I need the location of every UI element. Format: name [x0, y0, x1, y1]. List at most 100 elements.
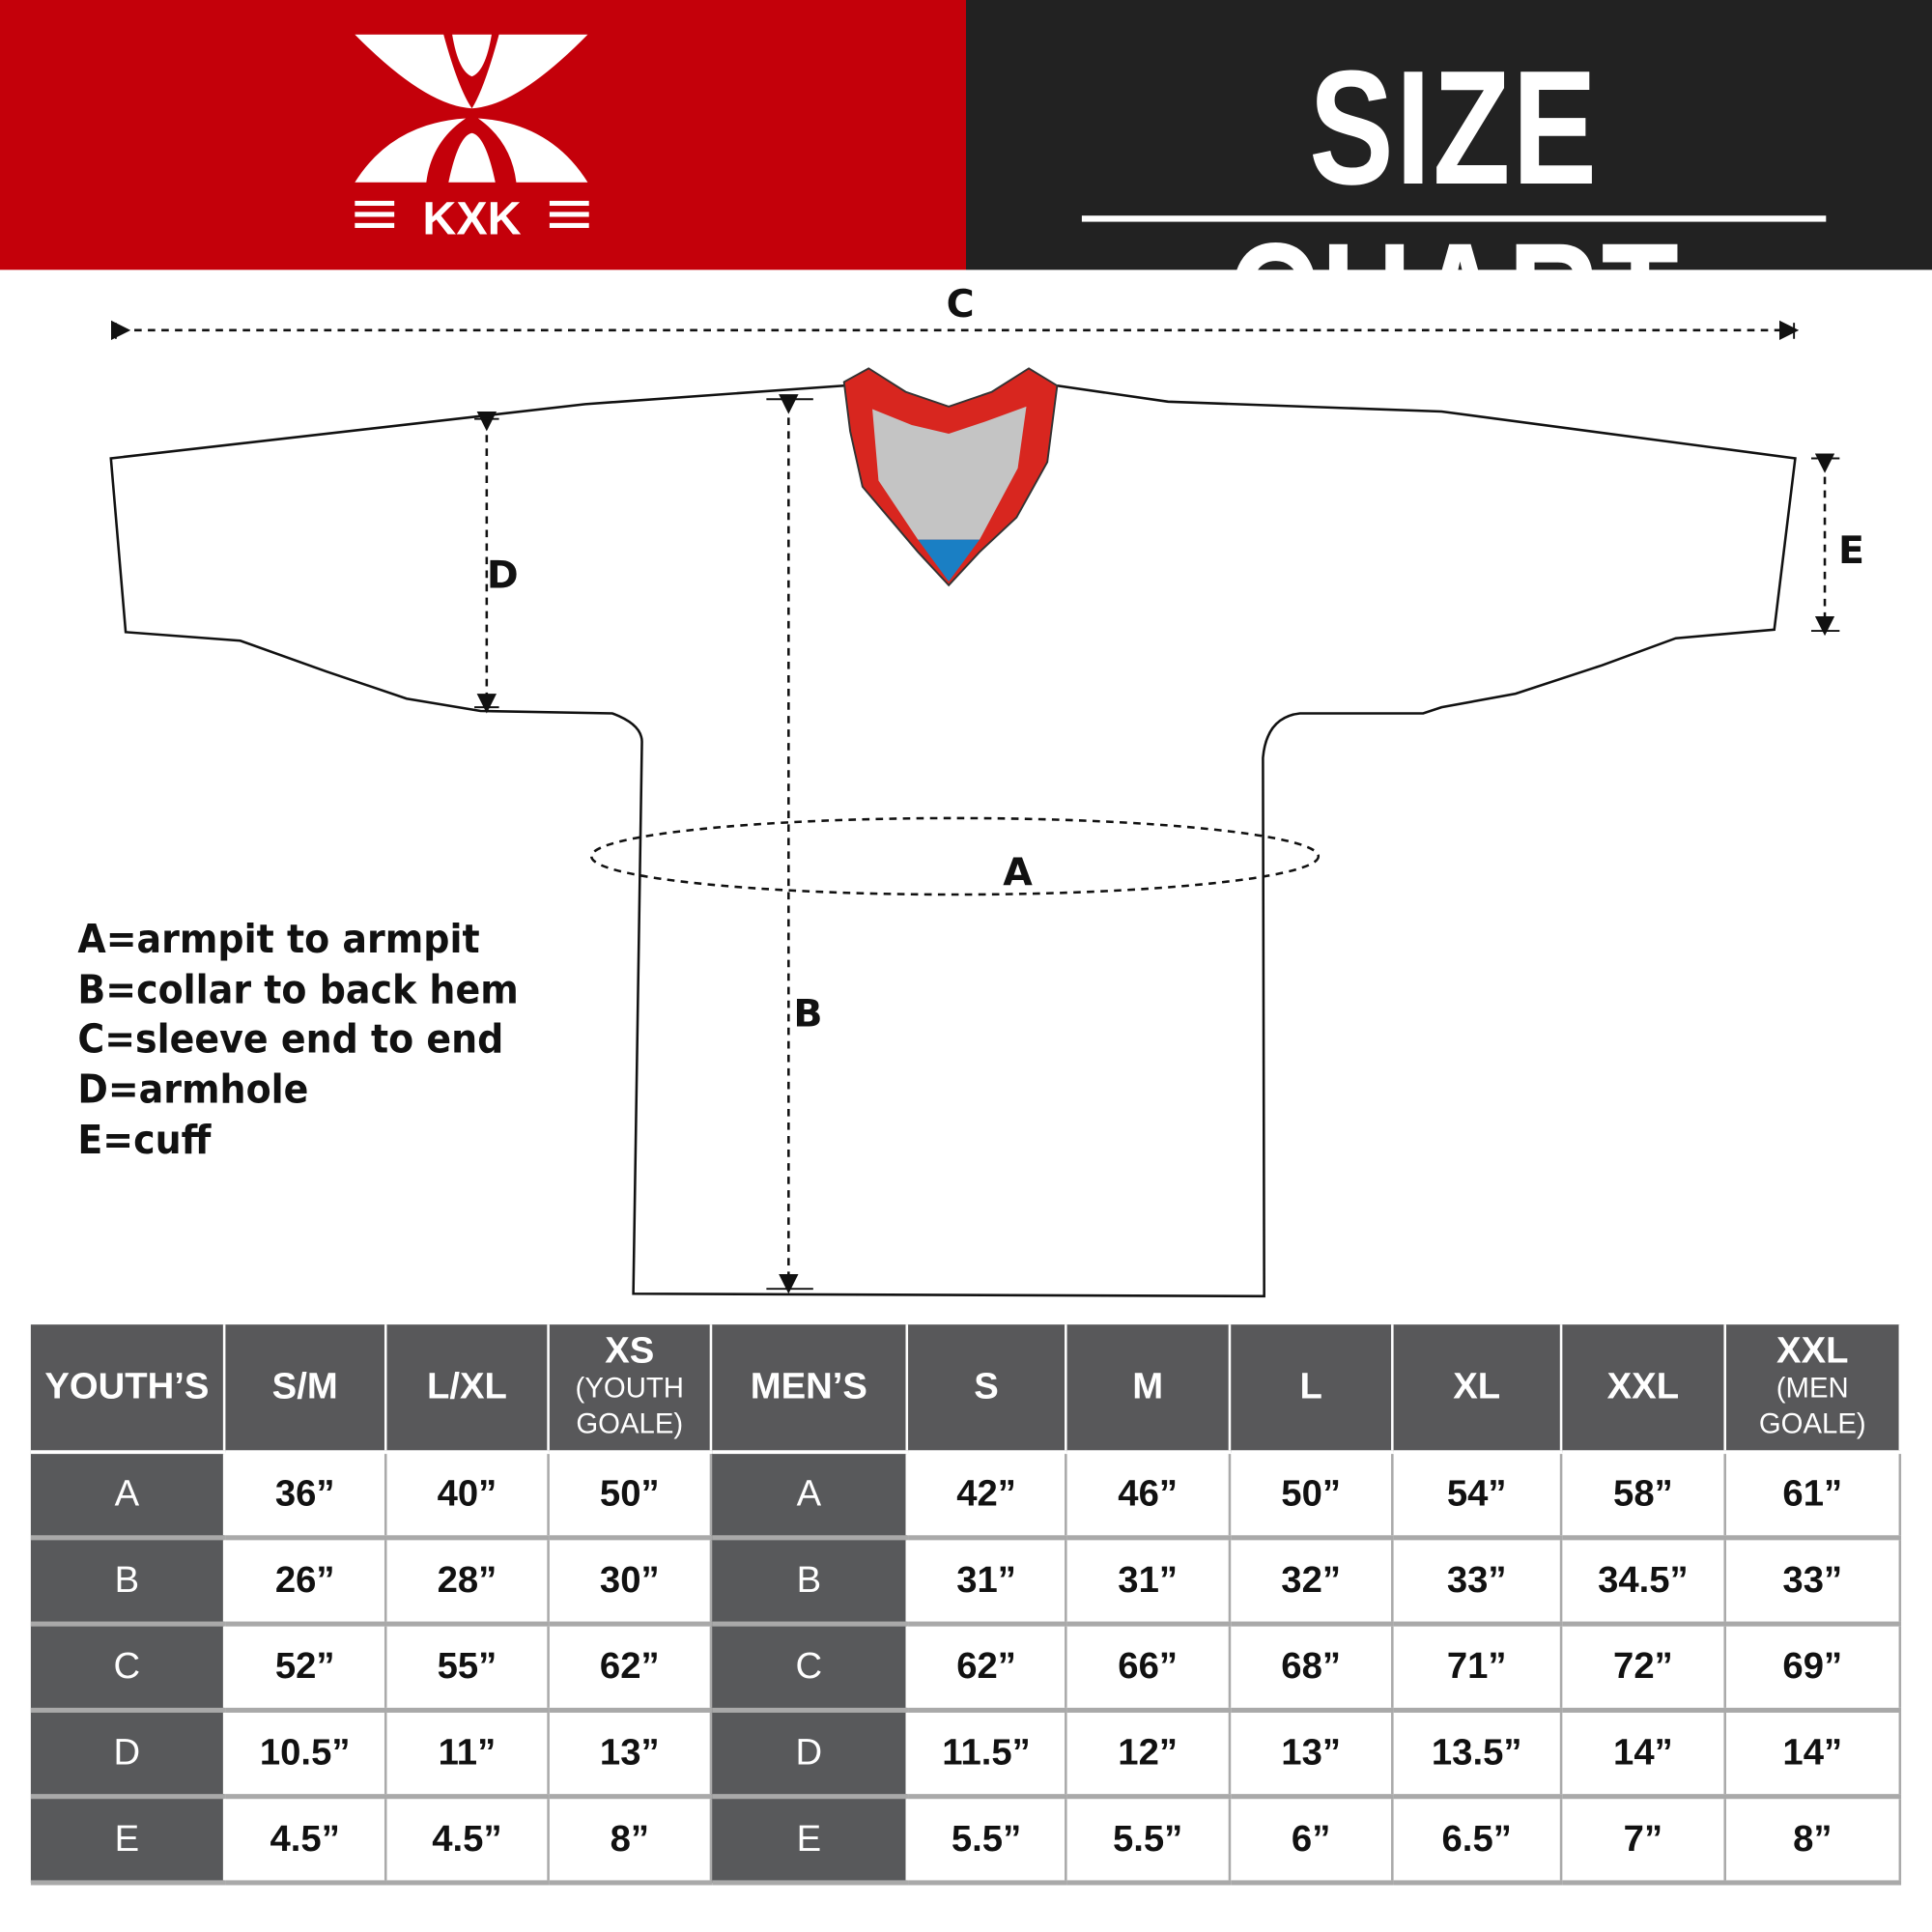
- measurement-cell: 71”: [1392, 1624, 1563, 1713]
- legend-item: B=collar to back hem: [77, 965, 519, 1013]
- measurement-cell: 14”: [1724, 1710, 1902, 1800]
- table-row: C 52” 55” 62” C 62” 66” 68” 71” 72” 69”: [30, 1624, 1902, 1713]
- column-header: XXL: [1561, 1324, 1726, 1455]
- jersey-diagram: [109, 320, 1840, 1298]
- measurement-cell: 30”: [548, 1537, 713, 1627]
- measurement-cell: 72”: [1561, 1624, 1726, 1713]
- measurement-cell: 62”: [548, 1624, 713, 1713]
- row-label: B: [710, 1537, 909, 1627]
- table-row: E 4.5” 4.5” 8” E 5.5” 5.5” 6” 6.5” 7” 8”: [30, 1796, 1902, 1886]
- page-title: SIZE CHART: [1227, 37, 1681, 391]
- row-label: D: [30, 1710, 226, 1800]
- measurement-cell: 52”: [224, 1624, 387, 1713]
- column-header-label: XXL: [1776, 1330, 1849, 1372]
- legend-item: C=sleeve end to end: [77, 1015, 504, 1064]
- table-row: B 26” 28” 30” B 31” 31” 32” 33” 34.5” 33”: [30, 1537, 1902, 1627]
- row-label: E: [30, 1796, 226, 1886]
- measurement-cell: 6”: [1229, 1796, 1394, 1886]
- row-label: D: [710, 1710, 909, 1800]
- measurement-cell: 11”: [385, 1710, 550, 1800]
- measurement-cell: 34.5”: [1561, 1537, 1726, 1627]
- row-label: A: [710, 1452, 909, 1541]
- measurement-cell: 62”: [906, 1624, 1067, 1713]
- row-label: C: [30, 1624, 226, 1713]
- column-header-label: L/XL: [426, 1366, 507, 1407]
- measurement-cell: 66”: [1065, 1624, 1232, 1713]
- brand-wordmark: KXK: [422, 192, 521, 244]
- measurement-cell: 55”: [385, 1624, 550, 1713]
- measurement-cell: 58”: [1561, 1452, 1726, 1541]
- collar-inner: [872, 406, 1027, 540]
- measurement-cell: 50”: [1229, 1452, 1394, 1541]
- label-c: C: [946, 282, 975, 327]
- measurement-cell: 13”: [548, 1710, 713, 1800]
- label-e: E: [1838, 528, 1865, 574]
- brand-banner: KXK: [0, 0, 966, 270]
- column-header: YOUTH’S: [30, 1324, 226, 1455]
- column-header-label: M: [1132, 1366, 1164, 1407]
- column-header: L: [1229, 1324, 1394, 1455]
- measurement-cell: 69”: [1724, 1624, 1902, 1713]
- measurement-cell: 33”: [1724, 1537, 1902, 1627]
- table-row: D 10.5” 11” 13” D 11.5” 12” 13” 13.5” 14” 14”: [30, 1710, 1902, 1800]
- title-underline: [1081, 215, 1827, 222]
- table-row: A 36” 40” 50” A 42” 46” 50” 54” 58” 61”: [30, 1452, 1902, 1541]
- measurement-cell: 10.5”: [224, 1710, 387, 1800]
- measurement-cell: 13”: [1229, 1710, 1394, 1800]
- measurement-cell: 7”: [1561, 1796, 1726, 1886]
- column-header: S/M: [224, 1324, 387, 1455]
- column-header-sublabel: (YOUTH GOALE): [575, 1371, 685, 1439]
- collar-blue-patch: [918, 539, 980, 582]
- column-header: XS (YOUTH GOALE): [548, 1324, 713, 1455]
- legend-item: E=cuff: [77, 1116, 212, 1163]
- column-header-label: XXL: [1606, 1366, 1680, 1407]
- column-header-label: S: [974, 1366, 999, 1407]
- measurement-cell: 54”: [1392, 1452, 1563, 1541]
- measurement-cell: 6.5”: [1392, 1796, 1563, 1886]
- column-header-label: S/M: [271, 1366, 338, 1407]
- measurement-cell: 31”: [906, 1537, 1067, 1627]
- measurement-cell: 4.5”: [224, 1796, 387, 1886]
- column-header-sublabel: (MEN GOALE): [1758, 1371, 1866, 1439]
- measurement-cell: 14”: [1561, 1710, 1726, 1800]
- measurement-cell: 42”: [906, 1452, 1067, 1541]
- measurement-cell: 12”: [1065, 1710, 1232, 1800]
- legend-item: D=armhole: [77, 1065, 309, 1113]
- legend-item: A=armpit to armpit: [77, 915, 480, 963]
- measurement-cell: 61”: [1724, 1452, 1902, 1541]
- measurement-cell: 5.5”: [906, 1796, 1067, 1886]
- title-banner: [965, 0, 1932, 270]
- measurement-cell: 26”: [224, 1537, 387, 1627]
- measurement-cell: 32”: [1229, 1537, 1394, 1627]
- measurement-cell: 46”: [1065, 1452, 1232, 1541]
- column-header-label: XS: [605, 1330, 655, 1372]
- measurement-cell: 13.5”: [1392, 1710, 1563, 1800]
- column-header: L/XL: [385, 1324, 550, 1455]
- label-b: B: [793, 991, 823, 1037]
- column-header-label: YOUTH’S: [44, 1366, 210, 1407]
- measurement-legend: A=armpit to armpit B=collar to back hem …: [77, 914, 552, 1165]
- column-header-label: XL: [1453, 1366, 1501, 1407]
- measurement-cell: 11.5”: [906, 1710, 1067, 1800]
- measurement-cell: 33”: [1392, 1537, 1563, 1627]
- column-header: M: [1065, 1324, 1232, 1455]
- dimension-a-ellipse: [589, 816, 1321, 896]
- measurement-cell: 4.5”: [385, 1796, 550, 1886]
- row-label: E: [710, 1796, 909, 1886]
- measurement-cell: 5.5”: [1065, 1796, 1232, 1886]
- row-label: A: [30, 1452, 226, 1541]
- kxk-logo: KXK: [355, 34, 589, 244]
- row-label: B: [30, 1537, 226, 1627]
- column-header: XXL (MEN GOALE): [1724, 1324, 1902, 1455]
- row-label: C: [710, 1624, 909, 1713]
- measurement-cell: 50”: [548, 1452, 713, 1541]
- measurement-cell: 28”: [385, 1537, 550, 1627]
- column-header-label: L: [1299, 1366, 1322, 1407]
- label-a: A: [1003, 850, 1033, 895]
- column-header: XL: [1392, 1324, 1563, 1455]
- size-table: YOUTH’S S/M L/XL XS (YOUTH GOALE) MEN’S S M L XL X…: [30, 1324, 1902, 1886]
- measurement-cell: 8”: [548, 1796, 713, 1886]
- table-header-row: YOUTH’S S/M L/XL XS (YOUTH GOALE) MEN’S S M L XL X…: [30, 1324, 1902, 1455]
- column-header: MEN’S: [710, 1324, 909, 1455]
